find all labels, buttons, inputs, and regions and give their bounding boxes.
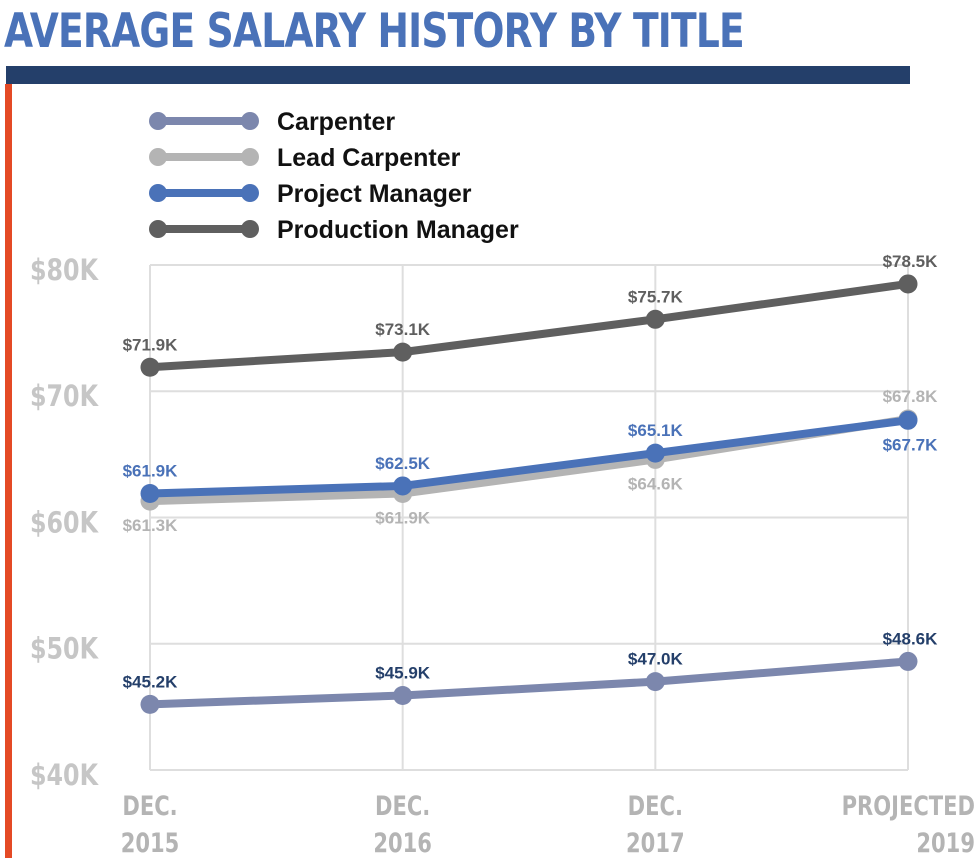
- series-point: [140, 694, 160, 714]
- series-point: [140, 484, 160, 504]
- x-axis: DEC. 2015 DEC. 2016 DEC. 2017 PROJECTED 2019: [121, 790, 975, 858]
- legend-marker: [149, 220, 167, 238]
- data-label: $73.1K: [375, 320, 431, 339]
- legend-marker: [149, 148, 167, 166]
- x-tick-label: 2015: [121, 827, 180, 858]
- data-label: $67.8K: [883, 387, 939, 406]
- series-line-0: [146, 657, 912, 709]
- y-tick-label: $80K: [30, 254, 99, 288]
- x-tick-label: 2016: [373, 827, 432, 858]
- data-label: $61.9K: [375, 509, 431, 528]
- series-point: [393, 476, 413, 496]
- series-point: [393, 686, 413, 706]
- legend-marker: [241, 112, 259, 130]
- data-label: $45.9K: [375, 664, 431, 683]
- data-label: $64.6K: [628, 474, 684, 493]
- data-label: $71.9K: [123, 335, 179, 354]
- data-label: $48.6K: [883, 629, 939, 648]
- series-point: [645, 672, 665, 692]
- x-tick-label: PROJECTED: [842, 790, 975, 821]
- legend-label: Production Manager: [277, 216, 519, 244]
- series-line-2: [146, 416, 912, 498]
- series-point: [898, 274, 918, 294]
- chart-grid: [149, 264, 909, 771]
- legend-label: Lead Carpenter: [277, 144, 461, 172]
- data-labels: $45.2K $45.9K $47.0K $48.6K $61.3K $61.9K $64.…: [123, 252, 939, 691]
- x-tick-label: 2019: [916, 827, 975, 858]
- legend-marker: [149, 184, 167, 202]
- series-point: [645, 443, 665, 463]
- series-point: [393, 342, 413, 362]
- series-line-3: [146, 279, 912, 372]
- legend-label: Project Manager: [277, 180, 472, 208]
- x-tick-label: 2017: [626, 827, 685, 858]
- y-tick-label: $50K: [30, 633, 99, 667]
- data-label: $78.5K: [883, 252, 939, 271]
- y-tick-label: $70K: [30, 380, 99, 414]
- data-label: $45.2K: [123, 672, 179, 691]
- left-accent-line: [5, 84, 12, 858]
- data-label: $61.3K: [123, 516, 179, 535]
- y-axis: $40K $50K $60K $70K $80K: [30, 254, 99, 793]
- legend-marker: [241, 148, 259, 166]
- series-point: [140, 357, 160, 377]
- data-label: $61.9K: [123, 462, 179, 481]
- chart-series: [140, 274, 918, 714]
- data-label: $47.0K: [628, 650, 684, 669]
- series-point: [898, 410, 918, 430]
- y-tick-label: $40K: [30, 759, 99, 793]
- chart-title: AVERAGE SALARY HISTORY BY TITLE: [4, 4, 745, 59]
- legend-marker: [241, 184, 259, 202]
- data-label: $67.7K: [883, 435, 939, 454]
- y-tick-label: $60K: [30, 506, 99, 540]
- series-point: [898, 651, 918, 671]
- legend-marker: [149, 112, 167, 130]
- x-tick-label: DEC.: [375, 790, 430, 821]
- x-tick-label: DEC.: [628, 790, 683, 821]
- data-label: $75.7K: [628, 287, 684, 306]
- chart-legend: Carpenter Lead Carpenter Project Manager Pr…: [149, 108, 519, 244]
- x-tick-label: DEC.: [122, 790, 177, 821]
- series-point: [645, 309, 665, 329]
- legend-label: Carpenter: [277, 108, 395, 136]
- data-label: $65.1K: [628, 421, 684, 440]
- title-underline-bar: [6, 66, 910, 84]
- data-label: $62.5K: [375, 454, 431, 473]
- legend-marker: [241, 220, 259, 238]
